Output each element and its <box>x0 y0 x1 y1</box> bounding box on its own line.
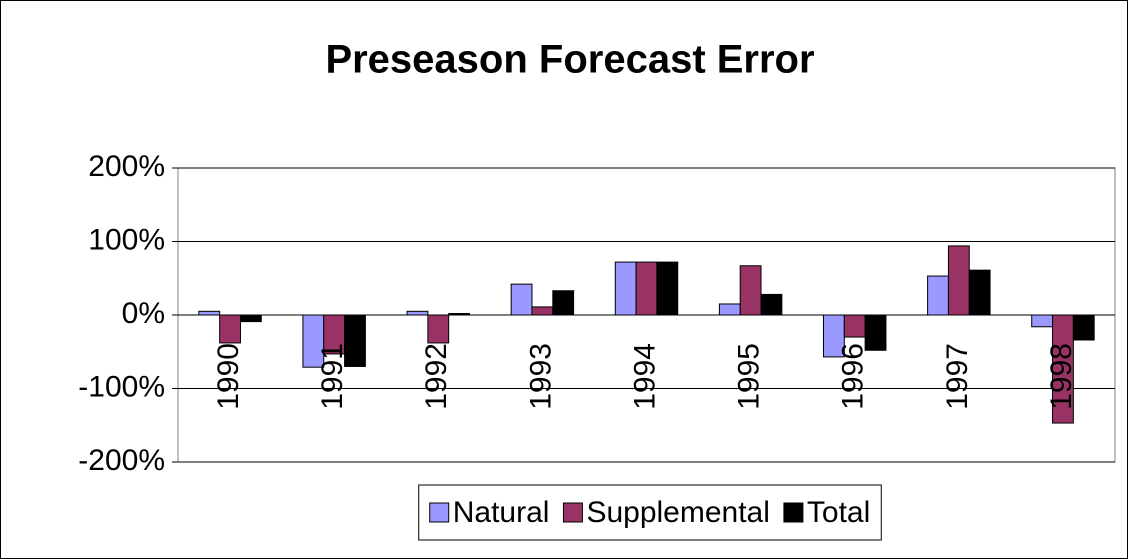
x-tick-label: 1997 <box>941 343 974 410</box>
legend-label: Natural <box>453 496 550 529</box>
bar <box>531 306 554 316</box>
bar <box>843 314 866 338</box>
bar <box>198 310 221 316</box>
legend-swatch <box>429 502 450 523</box>
bar <box>1031 314 1054 328</box>
legend-label: Supplemental <box>586 496 769 529</box>
legend <box>418 484 882 541</box>
x-tick-label: 1991 <box>316 343 349 410</box>
legend-swatch <box>783 502 804 523</box>
bar <box>1072 314 1095 341</box>
bar <box>239 314 262 323</box>
x-tick-label: 1994 <box>628 343 661 410</box>
x-tick-label: 1998 <box>1045 343 1078 410</box>
legend-swatch <box>562 502 583 523</box>
y-tick-label: 0% <box>122 297 165 330</box>
bar <box>656 261 679 316</box>
chart-title: Preseason Forecast Error <box>325 38 814 82</box>
x-tick-label: 1995 <box>733 343 766 410</box>
bar <box>739 265 762 316</box>
y-tick-label: -200% <box>78 444 165 477</box>
bar <box>552 290 575 316</box>
y-tick-label: 100% <box>88 223 165 256</box>
bar <box>718 303 741 316</box>
bar <box>219 314 241 344</box>
bar <box>427 314 450 344</box>
x-tick-label: 1990 <box>212 343 245 410</box>
bar <box>510 283 533 316</box>
bar <box>760 293 783 316</box>
bar <box>927 275 949 316</box>
bar <box>614 261 637 316</box>
y-tick-label: 200% <box>88 150 165 183</box>
y-tick-label: -100% <box>78 370 165 403</box>
x-tick-label: 1992 <box>420 343 453 410</box>
bar <box>947 245 970 316</box>
legend-label: Total <box>807 496 870 529</box>
x-tick-label: 1996 <box>837 343 870 410</box>
x-tick-label: 1993 <box>524 343 557 410</box>
bar <box>406 310 429 316</box>
bar <box>968 269 991 316</box>
bar <box>635 261 658 316</box>
